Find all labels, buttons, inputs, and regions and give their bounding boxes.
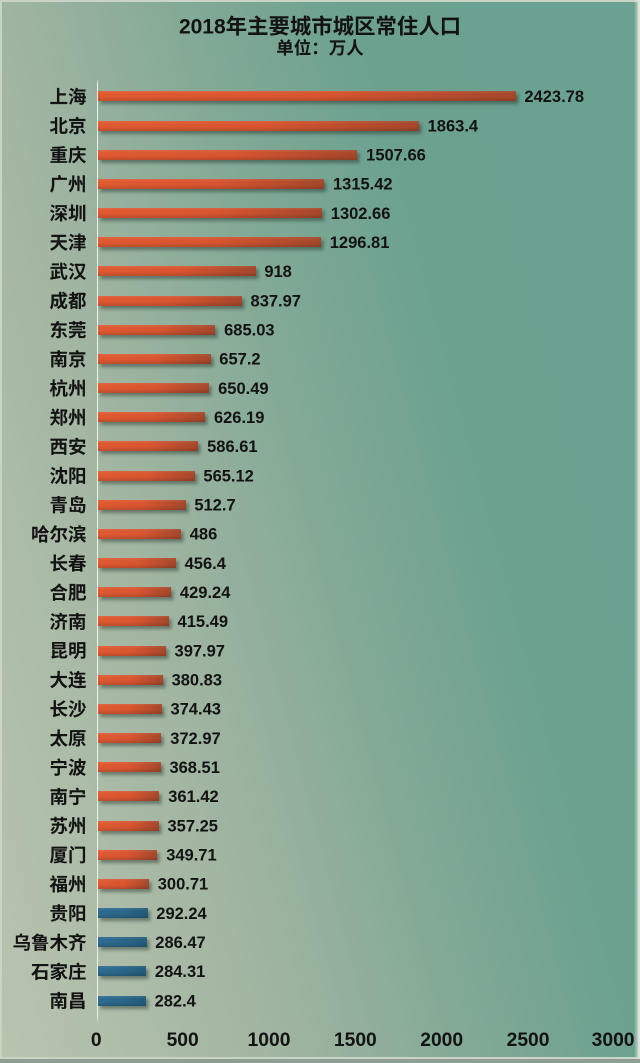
svg-text:512.7: 512.7 <box>194 497 235 515</box>
svg-text:300.71: 300.71 <box>158 876 208 894</box>
svg-text:286.47: 286.47 <box>155 934 205 952</box>
svg-text:500: 500 <box>167 1030 199 1051</box>
svg-text:0: 0 <box>91 1030 102 1051</box>
svg-text:1500: 1500 <box>334 1030 377 1051</box>
svg-text:2500: 2500 <box>507 1030 550 1051</box>
svg-text:1000: 1000 <box>248 1030 291 1051</box>
svg-text:282.4: 282.4 <box>155 992 197 1010</box>
svg-text:657.2: 657.2 <box>219 351 260 369</box>
svg-text:368.51: 368.51 <box>169 759 219 777</box>
svg-text:2423.78: 2423.78 <box>524 88 584 106</box>
svg-text:1863.4: 1863.4 <box>428 117 479 135</box>
svg-text:586.61: 586.61 <box>207 438 257 456</box>
svg-text:292.24: 292.24 <box>156 905 207 923</box>
svg-text:349.71: 349.71 <box>166 847 216 865</box>
svg-text:918: 918 <box>264 263 292 281</box>
svg-text:3000: 3000 <box>592 1030 635 1051</box>
svg-text:429.24: 429.24 <box>180 584 231 602</box>
svg-text:2018: 2018 <box>179 15 226 38</box>
svg-text:374.43: 374.43 <box>170 701 220 719</box>
svg-text:397.97: 397.97 <box>175 642 225 660</box>
svg-text:284.31: 284.31 <box>155 963 205 981</box>
svg-text:685.03: 685.03 <box>224 322 274 340</box>
svg-text:1302.66: 1302.66 <box>331 205 391 223</box>
svg-text:456.4: 456.4 <box>185 555 227 573</box>
svg-text:380.83: 380.83 <box>172 672 222 690</box>
svg-text:372.97: 372.97 <box>170 730 220 748</box>
svg-text:650.49: 650.49 <box>218 380 268 398</box>
svg-text:565.12: 565.12 <box>203 467 253 485</box>
svg-text:486: 486 <box>190 526 218 544</box>
svg-text:415.49: 415.49 <box>178 613 228 631</box>
svg-text:1315.42: 1315.42 <box>333 176 393 194</box>
svg-text:2000: 2000 <box>420 1030 463 1051</box>
svg-text:626.19: 626.19 <box>214 409 264 427</box>
svg-text:837.97: 837.97 <box>251 292 301 310</box>
svg-text:1507.66: 1507.66 <box>366 147 426 165</box>
svg-text:357.25: 357.25 <box>168 817 218 835</box>
svg-text:1296.81: 1296.81 <box>330 234 390 252</box>
svg-text:361.42: 361.42 <box>168 788 218 806</box>
